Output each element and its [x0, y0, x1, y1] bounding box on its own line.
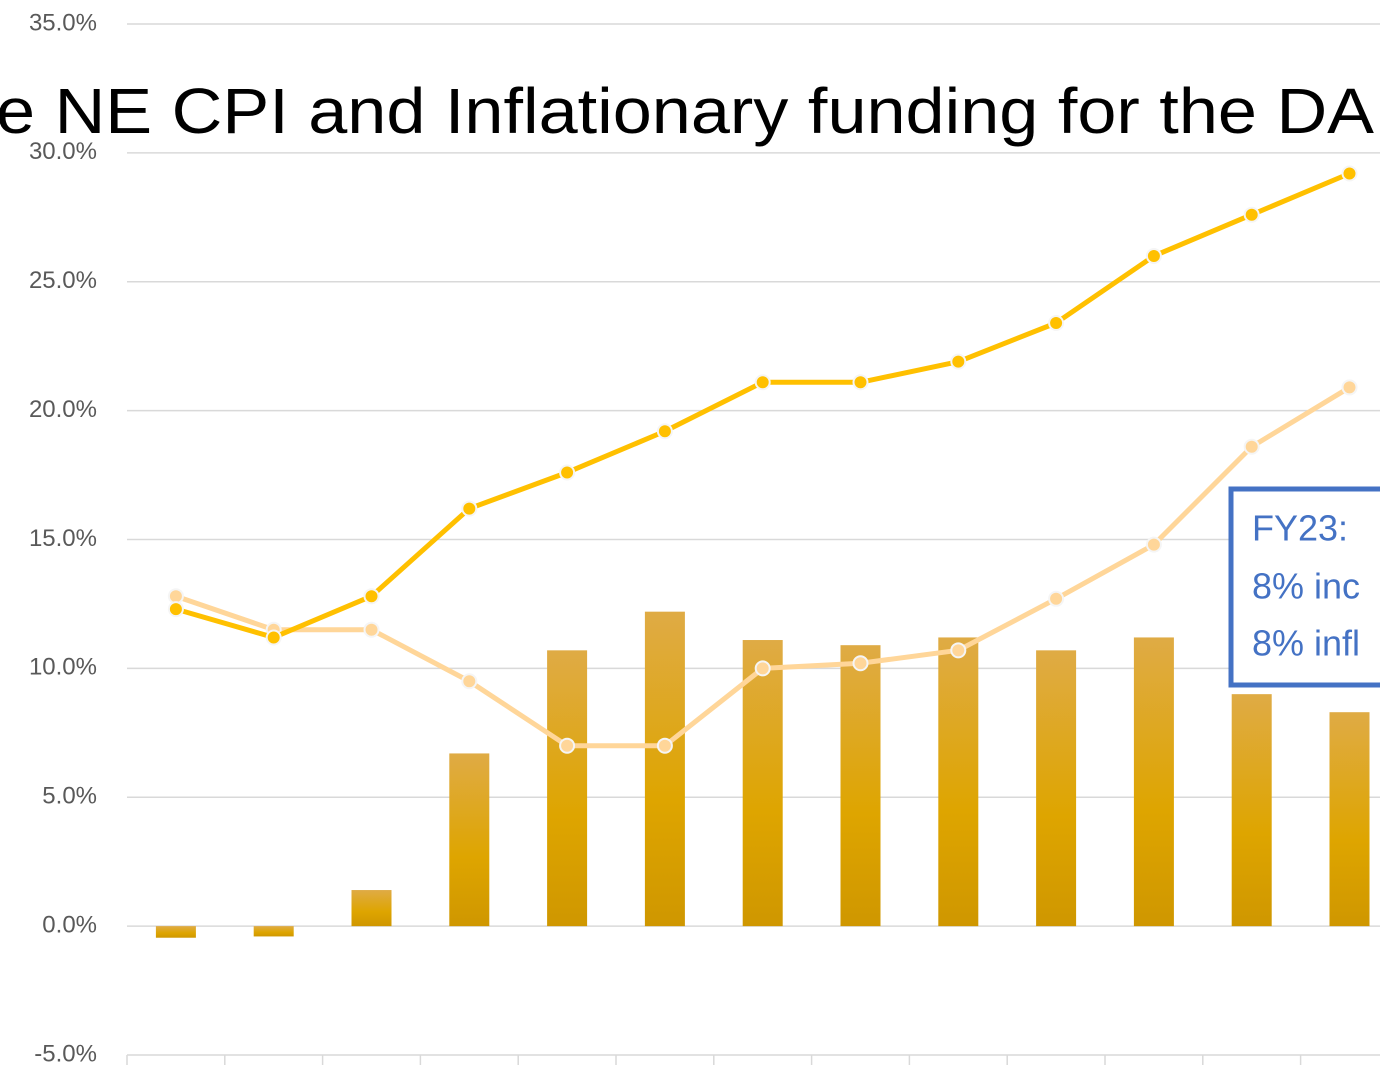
bar	[253, 926, 294, 937]
marker	[1243, 206, 1260, 223]
marker	[1145, 536, 1162, 553]
line-layer	[167, 165, 1358, 754]
marker	[950, 353, 967, 370]
bar	[351, 890, 392, 927]
annotation-line: 8% inc	[1252, 566, 1360, 607]
annotation-box	[1228, 486, 1380, 688]
bar	[1036, 650, 1077, 927]
chart-title: e NE CPI and Inflationary funding for th…	[0, 75, 1374, 147]
marker	[656, 423, 673, 440]
marker	[559, 737, 576, 754]
marker	[1341, 379, 1358, 396]
annotation-line: FY23:	[1252, 508, 1348, 549]
y-tick-label: 20.0%	[29, 396, 97, 423]
y-tick-label: 5.0%	[42, 783, 97, 810]
line	[175, 171, 1351, 640]
marker	[265, 629, 282, 646]
y-tick-label: -5.0%	[34, 1040, 97, 1065]
marker	[461, 500, 478, 517]
y-tick-label: 10.0%	[29, 654, 97, 681]
y-tick-label: 25.0%	[29, 267, 97, 294]
y-tick-label: 35.0%	[29, 9, 97, 36]
marker	[363, 621, 380, 638]
marker	[1243, 438, 1260, 455]
y-tick-label: 15.0%	[29, 525, 97, 552]
bar	[644, 611, 685, 927]
marker	[950, 642, 967, 659]
y-tick-label: 0.0%	[42, 911, 97, 938]
marker	[461, 673, 478, 690]
marker	[1048, 590, 1065, 607]
bar-layer	[155, 611, 1370, 938]
bar	[449, 753, 490, 927]
annotation: FY23: 8% inc 8% infl	[1228, 486, 1380, 688]
marker	[852, 655, 869, 672]
y-tick-label: 30.0%	[29, 138, 97, 165]
bar	[1133, 637, 1174, 927]
marker	[167, 601, 184, 618]
grid-layer: -5.0% 0.0% 5.0% 10.0% 15.0% 20.0% 25.0% 30.0% 35…	[29, 9, 1380, 1065]
bar	[938, 637, 979, 927]
bar	[1329, 712, 1370, 927]
marker	[1341, 165, 1358, 182]
bar	[742, 640, 783, 927]
marker	[852, 374, 869, 391]
marker	[1145, 247, 1162, 264]
marker	[363, 588, 380, 605]
bar	[155, 926, 196, 938]
marker	[656, 737, 673, 754]
marker	[754, 660, 771, 677]
bar	[840, 645, 881, 927]
bar	[547, 650, 588, 927]
marker	[754, 374, 771, 391]
marker	[559, 464, 576, 481]
annotation-line: 8% infl	[1252, 623, 1360, 664]
marker	[1048, 314, 1065, 331]
bar	[1231, 694, 1272, 927]
